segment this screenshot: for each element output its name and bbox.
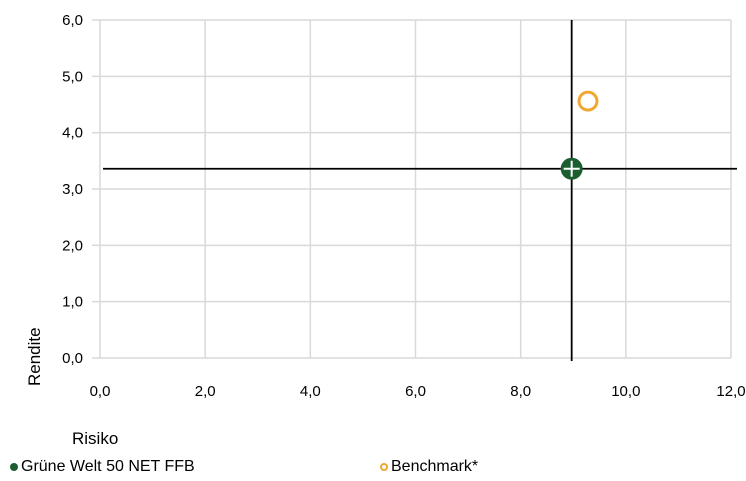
legend-item-fund: Grüne Welt 50 NET FFB (10, 456, 195, 478)
x-tick-label: 12,0 (716, 383, 745, 400)
y-tick-label: 0,0 (62, 350, 83, 367)
y-axis-title: Rendite (25, 327, 44, 386)
y-tick-label: 4,0 (62, 125, 83, 142)
data-point-benchmark (577, 90, 599, 112)
x-tick-label: 10,0 (611, 383, 640, 400)
legend-label-fund: Grüne Welt 50 NET FFB (21, 458, 195, 475)
x-tick-label: 8,0 (510, 383, 531, 400)
y-tick-label: 1,0 (62, 294, 83, 311)
data-points (560, 90, 599, 180)
grid-lines (92, 19, 732, 359)
legend-marker-fund (10, 463, 18, 471)
x-tick-label: 0,0 (90, 383, 111, 400)
crosshair-lines (103, 20, 737, 361)
x-tick-label: 2,0 (195, 383, 216, 400)
y-tick-label: 3,0 (62, 181, 83, 198)
legend-label-benchmark: Benchmark* (391, 458, 479, 475)
y-tick-label: 5,0 (62, 68, 83, 85)
y-tick-label: 6,0 (62, 12, 83, 29)
x-tick-label: 6,0 (405, 383, 426, 400)
y-tick-label: 2,0 (62, 237, 83, 254)
legend-marker-benchmark (380, 463, 388, 471)
x-axis-ticks: 0,0 2,0 4,0 6,0 8,0 10,0 12,0 (90, 383, 746, 400)
legend-item-benchmark: Benchmark* (380, 456, 478, 478)
x-tick-label: 4,0 (300, 383, 321, 400)
x-axis-title: Risiko (72, 429, 118, 448)
y-axis-ticks: 0,0 1,0 2,0 3,0 4,0 5,0 6,0 (62, 12, 83, 367)
